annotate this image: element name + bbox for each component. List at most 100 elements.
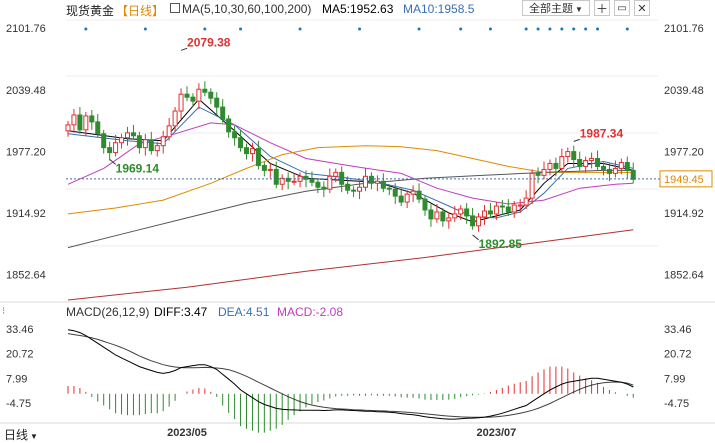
chevron-down-icon: ▼ bbox=[30, 432, 38, 441]
candle-body bbox=[291, 180, 297, 183]
candle-body bbox=[487, 210, 493, 215]
chart-header: 现货黄金 【日线】 MA(5,10,30,60,100,200) MA5:195… bbox=[0, 0, 715, 18]
footer-period-tag[interactable]: 日线 ▼ bbox=[4, 426, 38, 443]
macd-tick-left: 33.46 bbox=[6, 324, 34, 336]
price-gridlines bbox=[66, 19, 658, 247]
candle-body bbox=[208, 91, 214, 99]
macd-tick-right: -4.75 bbox=[664, 398, 689, 410]
annotation-pointer bbox=[573, 138, 580, 142]
candle-body bbox=[511, 204, 517, 213]
candle-body bbox=[357, 186, 363, 192]
candle-body bbox=[476, 216, 482, 227]
candle-body bbox=[541, 168, 547, 176]
macd-tick-left: -4.75 bbox=[6, 398, 31, 410]
candle-body bbox=[351, 189, 357, 192]
candle-body bbox=[83, 115, 89, 131]
candle-body bbox=[333, 171, 339, 177]
ma-line-ma60 bbox=[67, 145, 634, 215]
macd-header: MACD(26,12,9) DIFF:3.47 DEA:4.51 MACD:-2… bbox=[0, 305, 715, 321]
event-dot bbox=[584, 27, 588, 31]
candle-body bbox=[255, 148, 261, 166]
candle-body bbox=[547, 162, 553, 170]
macd-tick-right: 33.46 bbox=[664, 324, 692, 336]
ma5-value: MA5:1952.63 bbox=[322, 2, 394, 16]
theme-select-label: 全部主题 bbox=[529, 3, 574, 15]
candle-body bbox=[327, 175, 333, 190]
candle-body bbox=[595, 158, 601, 167]
close-icon[interactable]: ✕ bbox=[634, 0, 650, 16]
candle-body bbox=[345, 183, 351, 191]
candle-body bbox=[95, 121, 101, 135]
event-dot bbox=[298, 27, 302, 31]
candle-body bbox=[499, 205, 505, 208]
candle-body bbox=[71, 114, 77, 126]
period-tag[interactable]: 【日线】 bbox=[116, 4, 165, 18]
candle-body bbox=[440, 211, 446, 222]
macd-tick-left: 20.72 bbox=[6, 349, 34, 361]
candle-body bbox=[154, 145, 160, 152]
price-tick-right: 1852.64 bbox=[664, 270, 704, 282]
add-icon-button[interactable]: ＋ bbox=[594, 0, 610, 16]
theme-select-button[interactable]: 全部主题 ▼ bbox=[522, 0, 590, 16]
event-dot bbox=[536, 27, 540, 31]
event-dot bbox=[358, 27, 362, 31]
panel-resize-icon[interactable]: ⁝ bbox=[2, 306, 6, 317]
annotation-pointer bbox=[109, 158, 116, 165]
price-tick-left: 2039.48 bbox=[6, 85, 46, 97]
candle-body bbox=[267, 168, 273, 171]
moving-average-lines bbox=[67, 98, 634, 301]
candle-body bbox=[428, 209, 434, 220]
annotation-label: 1987.34 bbox=[580, 126, 624, 140]
time-axis-labels: 2023/05 2023/07 bbox=[167, 427, 516, 439]
footer-period-label: 日线 bbox=[4, 428, 29, 442]
candle-body bbox=[220, 106, 226, 120]
ma-toggle-icon[interactable] bbox=[170, 3, 180, 13]
ma-line-ma100 bbox=[67, 169, 634, 249]
macd-hist-value: MACD:-2.08 bbox=[277, 305, 344, 319]
price-tick-left: 1914.92 bbox=[6, 208, 46, 220]
candle-body bbox=[101, 133, 107, 149]
event-dot bbox=[572, 27, 576, 31]
event-markers bbox=[84, 27, 629, 31]
annotation-label: 1969.14 bbox=[116, 161, 160, 175]
candle-body bbox=[261, 164, 267, 171]
candle-body bbox=[577, 159, 583, 167]
candle-body bbox=[630, 169, 636, 180]
price-tick-right: 1914.92 bbox=[664, 208, 704, 220]
event-dot bbox=[625, 27, 629, 31]
event-dot bbox=[488, 27, 492, 31]
price-annotations: 2079.38 1969.14 1892.85 1987.34 bbox=[109, 35, 624, 251]
annotation-pointer bbox=[472, 234, 479, 241]
candle-body bbox=[363, 175, 368, 188]
instrument-name: 现货黄金 bbox=[66, 4, 115, 18]
candle-body bbox=[65, 124, 71, 132]
price-tick-right: 2101.76 bbox=[664, 23, 704, 35]
candle-body bbox=[202, 88, 208, 93]
candle-body bbox=[618, 161, 624, 169]
ma10-value: MA10:1958.5 bbox=[403, 2, 475, 16]
event-dot bbox=[459, 27, 463, 31]
candle-body bbox=[190, 96, 196, 102]
window-restore-icon[interactable]: ▭ bbox=[614, 0, 630, 16]
candle-body bbox=[89, 115, 95, 123]
candle-body bbox=[505, 206, 511, 213]
candle-body bbox=[565, 151, 571, 158]
candle-body bbox=[368, 175, 374, 184]
event-dot bbox=[239, 27, 243, 31]
candle-body bbox=[380, 180, 386, 189]
price-tick-right: 1977.20 bbox=[664, 146, 704, 158]
candle-body bbox=[392, 188, 398, 197]
candle-body bbox=[273, 168, 279, 185]
candle-body bbox=[446, 217, 452, 222]
candle-body bbox=[374, 180, 380, 184]
candle-body bbox=[160, 136, 166, 147]
chevron-down-icon: ▼ bbox=[575, 5, 583, 14]
price-tick-left: 1852.64 bbox=[6, 270, 46, 282]
macd-diff-line bbox=[67, 329, 634, 420]
candle-body bbox=[482, 210, 487, 218]
event-dot bbox=[596, 27, 600, 31]
macd-dea-value: DEA:4.51 bbox=[218, 305, 270, 319]
candle-body bbox=[559, 156, 565, 169]
candle-body bbox=[529, 172, 535, 199]
